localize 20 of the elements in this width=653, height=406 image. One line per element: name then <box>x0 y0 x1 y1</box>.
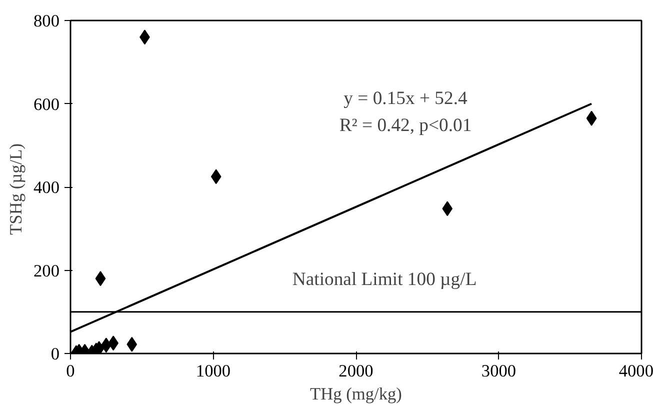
y-axis-title: TSHg (µg/L) <box>6 143 26 235</box>
y-tick-label: 800 <box>34 12 60 30</box>
y-tick-label: 0 <box>50 344 60 364</box>
annotation: R² = 0.42, p<0.01 <box>339 115 472 136</box>
y-tick-label: 200 <box>34 261 60 280</box>
ref-line-label: National Limit 100 µg/L <box>292 268 477 290</box>
x-tick-label: 0 <box>66 362 75 380</box>
y-tick-label: 400 <box>34 178 60 197</box>
x-axis-title: THg (mg/kg) <box>310 384 402 404</box>
point <box>95 271 106 286</box>
point <box>586 110 597 126</box>
x-tick-label: 3000 <box>481 362 516 380</box>
y-tick-label: 600 <box>34 94 60 114</box>
point <box>210 169 222 184</box>
point <box>126 336 138 352</box>
x-tick-label: 2000 <box>338 362 374 380</box>
point <box>442 201 453 216</box>
x-tick-label: 4000 <box>618 362 653 380</box>
annotation: y = 0.15x + 52.4 <box>344 88 468 109</box>
x-tick-label: 1000 <box>196 362 231 380</box>
